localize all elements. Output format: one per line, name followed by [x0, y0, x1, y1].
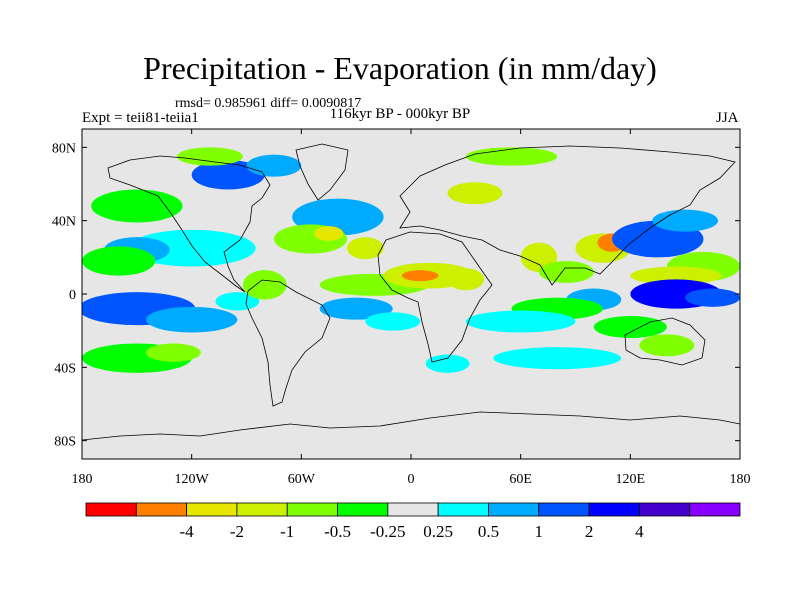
anomaly-region: [215, 292, 260, 311]
anomaly-region: [493, 347, 622, 370]
colorbar-swatch: [85, 502, 137, 517]
coast-south-america: [245, 279, 331, 407]
anomaly-region: [652, 209, 719, 232]
y-tick-label: 40N: [52, 215, 76, 230]
anomaly-fields: [82, 147, 740, 373]
period-label: 116kyr BP - 000kyr BP: [329, 106, 471, 122]
colorbar-swatch: [437, 502, 489, 517]
anomaly-region: [145, 306, 238, 333]
colorbar-label: 0.25: [423, 522, 453, 541]
colorbar-swatch: [689, 502, 741, 517]
y-tick-label: 80N: [52, 141, 76, 156]
coast-eurasia: [399, 145, 736, 286]
anomaly-region: [82, 246, 156, 276]
coast-north-america: [107, 155, 271, 293]
coast-antarctica: [82, 411, 740, 441]
season-label: JJA: [716, 110, 739, 126]
anomaly-region: [685, 288, 740, 307]
colorbar-label: -4: [180, 522, 195, 541]
coastlines: [82, 143, 740, 441]
anomaly-region: [465, 147, 558, 166]
colorbar-swatch: [186, 502, 238, 517]
colorbar-label: -2: [230, 522, 244, 541]
y-tick-label: 40S: [54, 361, 76, 376]
anomaly-region: [401, 270, 439, 282]
colorbar-swatch: [488, 502, 540, 517]
anomaly-region: [91, 189, 183, 223]
colorbar-swatch: [135, 502, 188, 517]
anomaly-region: [425, 354, 470, 373]
axis-ticks: 180 120W 60W 0 60E 120E 180 80N 40N 0 40S 80S: [52, 129, 751, 487]
x-tick-label: 60E: [509, 472, 532, 487]
anomaly-region: [347, 237, 384, 260]
anomaly-region: [314, 226, 344, 241]
plot-title: Precipitation - Evaporation (in mm/day): [143, 50, 657, 86]
x-tick-label: 120E: [616, 472, 646, 487]
x-tick-label: 180: [730, 472, 751, 487]
colorbar-swatch: [236, 502, 288, 517]
anomaly-region: [242, 270, 287, 300]
anomaly-region: [177, 147, 243, 166]
anomaly-region: [447, 182, 503, 205]
anomaly-region: [465, 310, 576, 333]
x-tick-label: 180: [72, 472, 93, 487]
anomaly-region: [246, 154, 302, 177]
anomaly-region: [191, 160, 265, 190]
colorbar-label: -0.25: [370, 522, 405, 541]
anomaly-region: [319, 297, 393, 320]
y-tick-label: 80S: [54, 435, 76, 450]
colorbar-swatch: [588, 502, 640, 517]
anomaly-region: [145, 343, 201, 362]
colorbar-swatch: [286, 502, 338, 517]
anomaly-region: [593, 316, 667, 338]
colorbar-label: 0.5: [478, 522, 499, 541]
colorbar-label: 1: [535, 522, 544, 541]
anomaly-region: [365, 312, 421, 331]
colorbar-swatch: [538, 502, 590, 517]
anomaly-region: [630, 266, 722, 285]
x-tick-label: 60W: [288, 472, 316, 487]
x-tick-label: 0: [408, 472, 415, 487]
experiment-label: Expt = teii81-teiia1: [82, 110, 199, 126]
colorbar-label: -1: [280, 522, 294, 541]
colorbar: -4 -2 -1 -0.5 -0.25 0.25 0.5 1 2 4: [85, 502, 741, 541]
anomaly-region: [639, 334, 695, 357]
y-tick-label: 0: [69, 288, 76, 303]
coast-africa: [377, 231, 493, 363]
anomaly-region: [447, 268, 485, 291]
colorbar-swatch: [387, 502, 439, 517]
coast-greenland: [295, 143, 349, 201]
colorbar-label: 2: [585, 522, 594, 541]
anomaly-region: [538, 261, 594, 283]
map-background: [82, 129, 740, 459]
colorbar-label: 4: [635, 522, 644, 541]
x-tick-label: 120W: [175, 472, 210, 487]
coast-australia: [624, 317, 706, 366]
colorbar-swatch: [337, 502, 389, 517]
stats-text: rmsd= 0.985961 diff= 0.0090817: [175, 96, 362, 111]
colorbar-label: -0.5: [324, 522, 351, 541]
colorbar-swatch: [638, 502, 691, 517]
